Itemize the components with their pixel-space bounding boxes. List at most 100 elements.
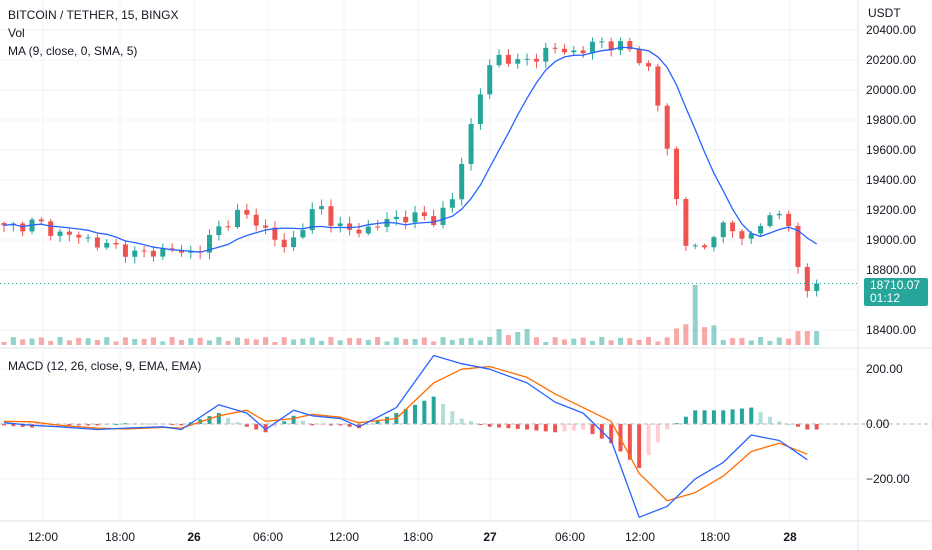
volume-bar [188,338,194,345]
candle-body [263,225,269,228]
volume-bar [412,338,418,345]
candle-body [141,250,147,252]
price-tick-label: 18400.00 [866,323,916,337]
candle-body [207,235,212,253]
volume-bar [487,337,493,345]
candle-body [608,41,614,51]
volume-bar [76,337,82,345]
macd-histogram-bar [814,424,819,430]
volume-bar [384,341,390,345]
volume-bar [599,337,605,345]
volume-bar [1,342,7,345]
volume-bar [496,329,502,345]
volume-bar [646,337,652,345]
macd-histogram-bar [609,424,614,444]
candle-body [795,225,801,267]
signal-line [3,365,808,502]
macd-histogram-bar [683,416,688,425]
volume-bar [533,337,539,345]
candle-body [618,41,623,51]
candle-body [216,226,222,236]
macd-histogram-bar [749,407,754,425]
macd-histogram-bar [730,409,735,425]
candle-body [300,230,306,238]
volume-bar [263,337,269,345]
volume-bar [748,340,754,345]
volume-bar [524,329,530,345]
macd-histogram-bar [328,424,333,426]
volume-bar [337,340,343,345]
macd-legend[interactable]: MACD (12, 26, close, 9, EMA, EMA) [8,359,202,373]
volume-bar [57,337,63,345]
candle-body [739,231,745,239]
volume-bar [552,337,558,345]
candle-body [468,124,474,164]
macd-histogram-bar [300,420,305,425]
macd-tick-label: 0.00 [866,417,890,431]
ma-legend[interactable]: MA (9, close, 0, SMA, 5) [8,44,138,58]
macd-histogram-bar [571,424,576,431]
macd-histogram-bar [562,424,567,432]
volume-bar [543,341,549,345]
volume-bar [38,337,44,345]
candle-body [655,66,661,106]
volume-bar [85,338,91,345]
macd-histogram-bar [48,424,53,427]
candle-body [533,58,539,62]
ma-line [3,46,818,253]
macd-histogram-bar [767,416,772,425]
volume-bar [10,337,16,345]
candle-body [113,242,119,245]
candle-body [589,41,595,54]
candle-body [692,245,698,247]
candle-body [412,212,418,223]
volume-bar [94,339,100,345]
volume-bar [627,338,633,345]
candle-body [272,227,278,240]
volume-bar [66,340,72,345]
volume-bar [795,331,801,345]
candle-body [711,237,717,248]
macd-histogram-bar [515,424,520,429]
macd-histogram-bar [310,424,315,426]
macd-histogram-bar [711,410,716,425]
candle-body [561,48,567,53]
volume-bar [29,338,35,345]
volume-bar [440,337,446,345]
candle-body [776,213,782,216]
time-tick-label: 12:00 [625,530,655,544]
macd-histogram-bar [627,424,632,460]
volume-bar [459,338,465,345]
volume-bar [618,337,623,345]
candle-body [421,212,427,217]
candle-body [403,216,409,223]
macd-histogram-bar [76,424,81,426]
macd-histogram-bar [581,424,586,430]
macd-histogram-bar [590,424,595,435]
macd-histogram-bar [244,424,249,427]
volume-bar [207,340,212,345]
candle-body [20,223,26,232]
volume-bar [664,337,670,345]
macd-histogram-bar [758,412,763,425]
volume-bar [365,339,371,345]
candle-body [225,226,231,228]
price-tick-label: 20000.00 [866,83,916,97]
macd-histogram-bar [226,417,231,425]
volume-bar [393,337,399,345]
volume-bar [319,340,325,345]
bar-countdown: 01:12 [870,291,901,305]
volume-bar [403,338,409,345]
macd-histogram-bar [179,424,184,426]
volume-bar [244,338,250,345]
volume-bar [169,337,175,345]
candle-body [786,213,792,226]
volume-bar [160,341,166,345]
candle-body [94,237,100,248]
price-candles [1,37,820,298]
volume-legend[interactable]: Vol [8,26,25,40]
macd-histogram-bar [272,424,277,427]
candle-body [291,237,297,248]
macd-histogram-bar [469,421,474,425]
